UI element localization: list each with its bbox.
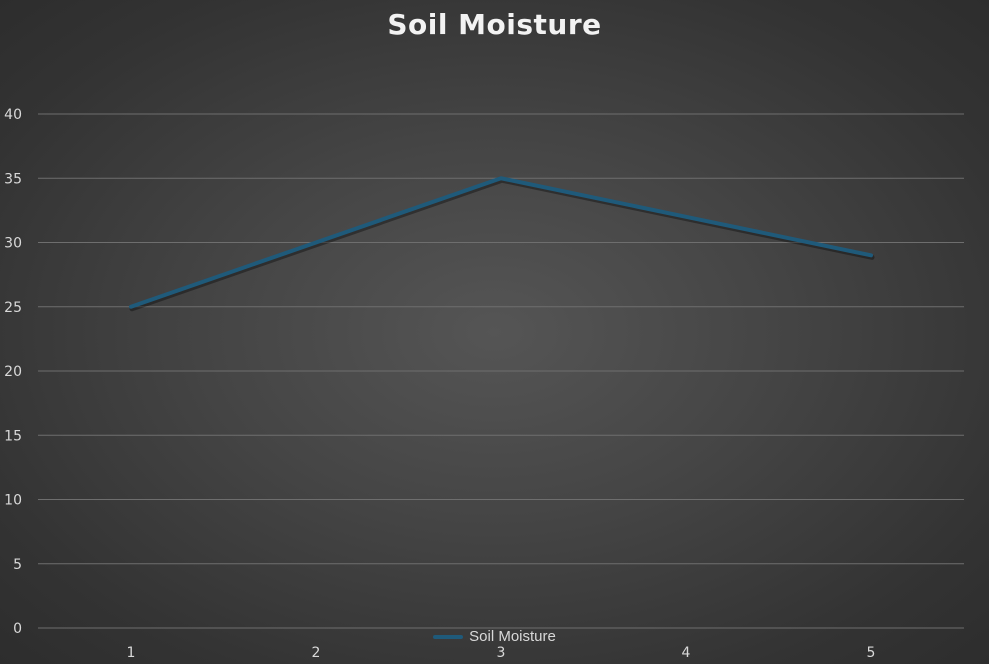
y-tick-label-0: 0 [13,621,22,637]
y-tick-label-5: 5 [13,557,22,573]
y-tick-label-10: 10 [4,493,22,509]
y-tick-label-40: 40 [4,107,22,123]
x-tick-label-1: 1 [127,645,136,661]
y-tick-label-30: 30 [4,236,22,252]
x-tick-label-2: 2 [312,645,321,661]
legend-swatch [433,634,464,639]
legend: Soil Moisture [0,628,989,645]
legend-label: Soil Moisture [469,628,556,645]
chart-title: Soil Moisture [387,8,602,41]
y-tick-label-15: 15 [4,428,22,444]
x-tick-label-5: 5 [867,645,876,661]
x-tick-label-3: 3 [497,645,506,661]
y-tick-label-20: 20 [4,364,22,380]
y-tick-label-35: 35 [4,171,22,187]
y-tick-label-25: 25 [4,300,22,316]
x-tick-label-4: 4 [682,645,691,661]
series-line-shadow [129,177,875,312]
